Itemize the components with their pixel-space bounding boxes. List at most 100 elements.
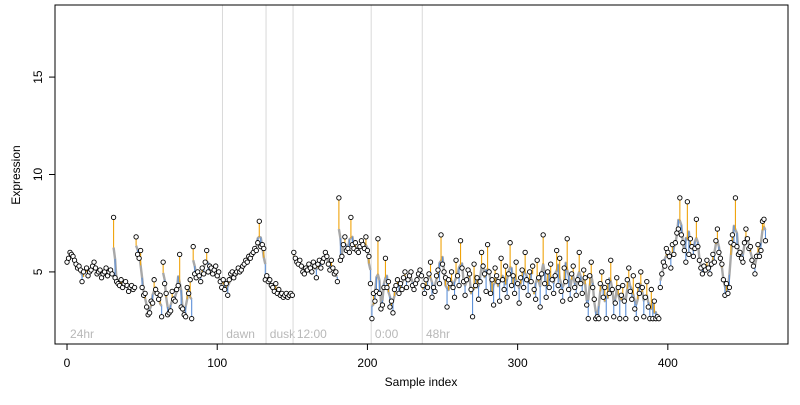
data-point <box>83 265 90 271</box>
data-point <box>526 269 533 275</box>
data-point <box>336 195 342 201</box>
data-point <box>756 253 763 259</box>
data-point <box>522 249 528 256</box>
point-layer <box>64 195 769 322</box>
data-point <box>513 259 519 265</box>
x-tick-label: 300 <box>508 356 528 370</box>
data-point <box>587 273 593 279</box>
data-point <box>528 279 534 285</box>
data-point <box>635 282 641 289</box>
data-point <box>456 282 462 289</box>
data-point <box>675 226 682 232</box>
data-point <box>131 284 138 291</box>
data-point <box>639 284 645 291</box>
data-point <box>662 263 668 269</box>
data-point <box>758 247 764 254</box>
data-point <box>549 277 555 283</box>
data-point <box>139 284 145 291</box>
data-point <box>80 269 87 275</box>
data-point <box>186 290 192 296</box>
data-point <box>447 280 453 287</box>
data-point <box>348 214 354 221</box>
data-point <box>142 290 148 296</box>
data-point <box>372 298 378 304</box>
data-point <box>729 232 736 238</box>
y-tick-label: 10 <box>31 168 45 182</box>
data-point <box>169 288 175 295</box>
data-point <box>502 263 509 269</box>
data-point <box>656 316 662 322</box>
data-point <box>563 279 569 285</box>
data-point <box>641 314 647 320</box>
data-point <box>489 277 495 283</box>
data-point <box>573 292 579 298</box>
data-point <box>146 310 153 316</box>
data-point <box>684 199 691 205</box>
data-point <box>761 216 767 222</box>
data-point <box>180 306 186 312</box>
data-point <box>651 298 657 304</box>
data-point <box>560 298 566 304</box>
data-point <box>723 280 730 287</box>
data-point <box>313 275 320 281</box>
data-point <box>499 277 506 283</box>
data-point <box>717 255 724 261</box>
period-label: dusk <box>270 327 296 341</box>
data-point <box>504 294 510 300</box>
data-point <box>301 271 307 277</box>
data-point <box>588 259 594 265</box>
data-point <box>705 265 712 271</box>
data-point <box>644 279 650 285</box>
data-point <box>291 249 297 256</box>
data-point <box>474 275 480 281</box>
data-point <box>441 269 447 275</box>
data-point <box>525 292 531 298</box>
data-point <box>558 288 564 295</box>
data-point <box>555 282 561 289</box>
data-point <box>490 302 497 308</box>
data-point <box>495 279 501 285</box>
data-point <box>542 280 548 287</box>
x-tick-label: 0 <box>64 356 71 370</box>
data-point <box>578 280 584 287</box>
data-point <box>597 280 603 287</box>
data-point <box>149 300 156 306</box>
period-label: 24hr <box>70 327 94 341</box>
data-point <box>172 298 178 304</box>
data-point <box>469 314 476 320</box>
data-point <box>519 267 525 273</box>
data-point <box>429 294 435 300</box>
data-point <box>551 290 557 296</box>
data-point <box>618 292 624 298</box>
data-point <box>484 241 491 248</box>
data-point <box>184 284 190 291</box>
period-label: 48hr <box>426 327 450 341</box>
data-point <box>205 269 211 275</box>
data-point <box>402 269 408 275</box>
data-point <box>481 271 488 277</box>
data-point <box>602 284 608 291</box>
data-point <box>158 314 165 320</box>
data-point <box>755 241 761 248</box>
data-point <box>109 271 115 277</box>
x-tick-label: 400 <box>658 356 678 370</box>
period-label: dawn <box>226 327 255 341</box>
data-point <box>163 290 169 296</box>
data-point <box>666 253 672 259</box>
data-point <box>151 277 157 283</box>
data-point <box>97 267 103 273</box>
data-point <box>531 286 537 293</box>
data-point <box>387 304 393 310</box>
data-point <box>719 261 725 267</box>
data-point <box>517 275 524 281</box>
axes-layer: 0 100 200 300 400 5 10 15 <box>31 70 678 370</box>
data-point <box>462 292 468 298</box>
data-point <box>325 261 332 267</box>
data-point <box>157 292 163 298</box>
data-point <box>561 265 567 271</box>
data-point <box>599 269 605 275</box>
data-point <box>423 277 429 283</box>
data-point <box>608 257 614 263</box>
data-point <box>137 247 144 254</box>
data-point <box>477 279 483 285</box>
